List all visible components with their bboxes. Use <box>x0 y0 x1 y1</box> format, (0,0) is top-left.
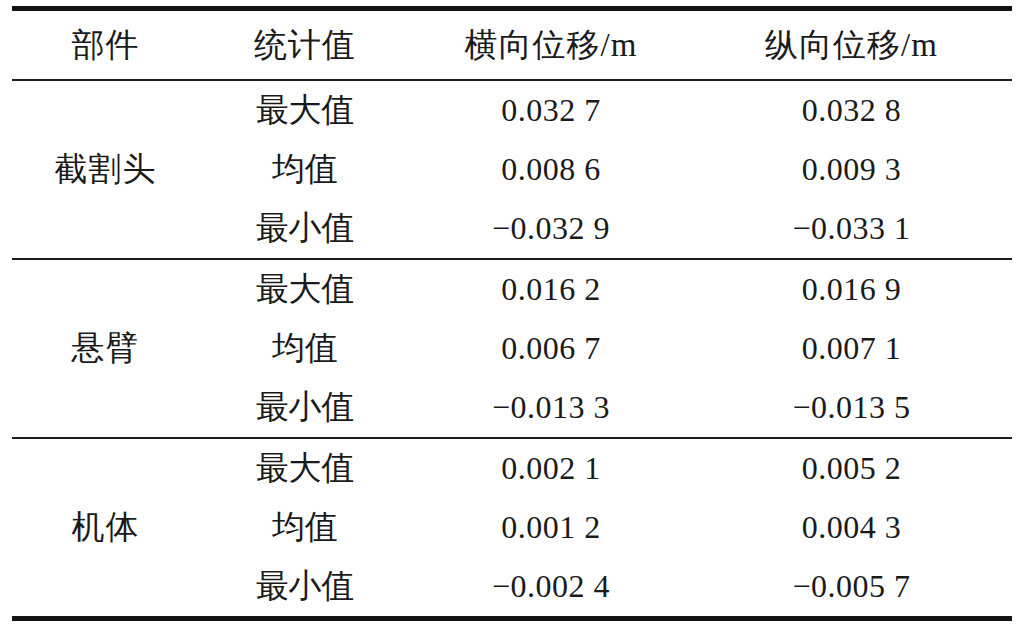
stat-cell: 最小值 <box>199 378 411 438</box>
stat-cell: 最大值 <box>199 80 411 140</box>
table-row: 机体 最大值 0.002 1 0.005 2 <box>12 438 1012 498</box>
longitudinal-value-cell: 0.016 9 <box>691 259 1012 319</box>
longitudinal-value-cell: 0.005 2 <box>691 438 1012 498</box>
stat-cell: 最小值 <box>199 199 411 259</box>
header-cell-component: 部件 <box>12 9 199 81</box>
displacement-statistics-table: 部件 统计值 横向位移/m 纵向位移/m 截割头 最大值 0.032 7 0.0… <box>12 6 1012 621</box>
header-cell-stat: 统计值 <box>199 9 411 81</box>
longitudinal-value-cell: 0.004 3 <box>691 498 1012 557</box>
lateral-value-cell: 0.032 7 <box>411 80 691 140</box>
table-row: 截割头 最大值 0.032 7 0.032 8 <box>12 80 1012 140</box>
lateral-value-cell: 0.001 2 <box>411 498 691 557</box>
lateral-value-cell: 0.006 7 <box>411 319 691 378</box>
lateral-value-cell: 0.002 1 <box>411 438 691 498</box>
stat-cell: 最小值 <box>199 557 411 619</box>
component-cell: 机体 <box>12 438 199 619</box>
lateral-value-cell: 0.008 6 <box>411 140 691 199</box>
stat-cell: 最大值 <box>199 438 411 498</box>
stat-cell: 均值 <box>199 319 411 378</box>
header-cell-longitudinal: 纵向位移/m <box>691 9 1012 81</box>
lateral-value-cell: 0.016 2 <box>411 259 691 319</box>
header-cell-lateral: 横向位移/m <box>411 9 691 81</box>
lateral-value-cell: −0.032 9 <box>411 199 691 259</box>
paper-table-page: 部件 统计值 横向位移/m 纵向位移/m 截割头 最大值 0.032 7 0.0… <box>0 6 1024 624</box>
longitudinal-value-cell: 0.009 3 <box>691 140 1012 199</box>
lateral-value-cell: −0.002 4 <box>411 557 691 619</box>
longitudinal-value-cell: 0.007 1 <box>691 319 1012 378</box>
longitudinal-value-cell: −0.005 7 <box>691 557 1012 619</box>
longitudinal-value-cell: 0.032 8 <box>691 80 1012 140</box>
component-cell: 截割头 <box>12 80 199 259</box>
stat-cell: 最大值 <box>199 259 411 319</box>
stat-cell: 均值 <box>199 140 411 199</box>
longitudinal-value-cell: −0.013 5 <box>691 378 1012 438</box>
table-row: 悬臂 最大值 0.016 2 0.016 9 <box>12 259 1012 319</box>
longitudinal-value-cell: −0.033 1 <box>691 199 1012 259</box>
component-cell: 悬臂 <box>12 259 199 438</box>
stat-cell: 均值 <box>199 498 411 557</box>
lateral-value-cell: −0.013 3 <box>411 378 691 438</box>
header-row: 部件 统计值 横向位移/m 纵向位移/m <box>12 9 1012 81</box>
